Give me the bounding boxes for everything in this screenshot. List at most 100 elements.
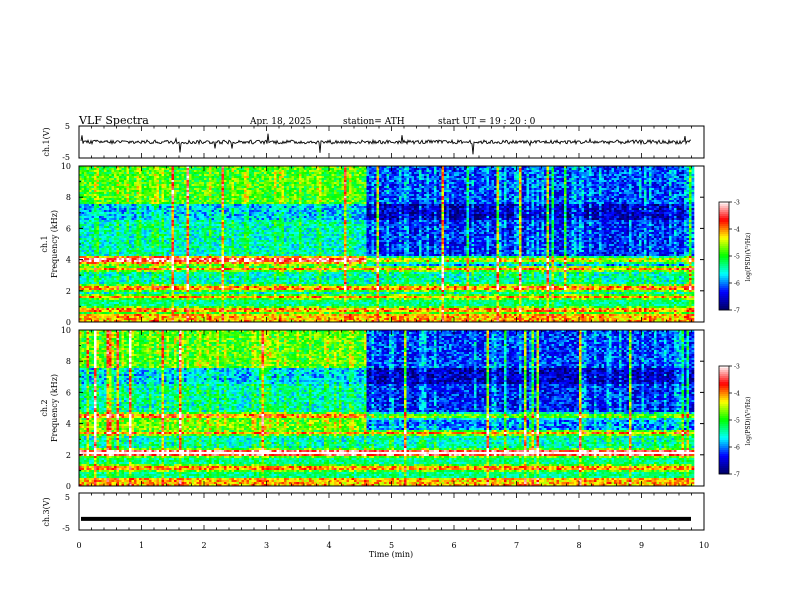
colorbar-swatch bbox=[719, 470, 729, 472]
ch1-spectrogram-channel-label: ch.1 bbox=[40, 235, 49, 252]
colorbar-swatch bbox=[719, 236, 729, 238]
colorbar-tick-label: -4 bbox=[734, 227, 740, 234]
colorbar-tick-label: -3 bbox=[734, 364, 740, 371]
colorbar-swatch bbox=[719, 406, 729, 408]
time-axis-tick-label: 3 bbox=[264, 541, 269, 550]
colorbar-swatch bbox=[719, 206, 729, 208]
colorbar-swatch bbox=[719, 270, 729, 272]
ch3-waveform-frame bbox=[79, 493, 704, 530]
colorbar-tick-label: -6 bbox=[734, 445, 740, 452]
colorbar-swatch bbox=[719, 410, 729, 412]
colorbar-swatch bbox=[719, 286, 729, 288]
colorbar-swatch bbox=[719, 252, 729, 254]
colorbar-swatch bbox=[719, 414, 729, 416]
colorbar-swatch bbox=[719, 304, 729, 306]
colorbar-swatch bbox=[719, 210, 729, 212]
colorbar-swatch bbox=[719, 276, 729, 278]
colorbar-swatch bbox=[719, 228, 729, 230]
colorbar-swatch bbox=[719, 218, 729, 220]
colorbar-swatch bbox=[719, 444, 729, 446]
ch2-spectrogram-channel-label: ch.2 bbox=[40, 399, 49, 416]
colorbar-swatch bbox=[719, 448, 729, 450]
spectrogram-ytick-label: 4 bbox=[66, 256, 71, 265]
colorbar-swatch bbox=[719, 248, 729, 250]
colorbar-swatch bbox=[719, 208, 729, 210]
colorbar-swatch bbox=[719, 246, 729, 248]
colorbar-swatch bbox=[719, 300, 729, 302]
colorbar-swatch bbox=[719, 446, 729, 448]
spectrogram-ytick-label: 8 bbox=[66, 193, 71, 202]
ch1-ytick-bottom: -5 bbox=[62, 153, 70, 162]
time-axis-tick-label: 10 bbox=[699, 541, 709, 550]
ch1-spectrogram-image bbox=[79, 166, 694, 322]
colorbar-swatch bbox=[719, 282, 729, 284]
colorbar-swatch bbox=[719, 294, 729, 296]
figure-title: VLF Spectra bbox=[78, 114, 149, 127]
colorbar-swatch bbox=[719, 394, 729, 396]
colorbar-swatch bbox=[719, 230, 729, 232]
ch1-spectrogram-ylabel: Frequency (kHz) bbox=[50, 210, 59, 278]
colorbar-swatch bbox=[719, 226, 729, 228]
colorbar-swatch bbox=[719, 280, 729, 282]
colorbar-tick-label: -4 bbox=[734, 391, 740, 398]
colorbar-swatch bbox=[719, 434, 729, 436]
colorbar-swatch bbox=[719, 302, 729, 304]
colorbar-swatch bbox=[719, 408, 729, 410]
spectrogram-ytick-label: 6 bbox=[66, 388, 71, 397]
colorbar-swatch bbox=[719, 442, 729, 444]
colorbar-swatch bbox=[719, 466, 729, 468]
colorbar-swatch bbox=[719, 392, 729, 394]
ch3-waveform-ylabel: ch.3(V) bbox=[42, 497, 51, 526]
colorbar-swatch bbox=[719, 380, 729, 382]
colorbar-swatch bbox=[719, 450, 729, 452]
colorbar-tick-label: -5 bbox=[734, 418, 740, 425]
colorbar-swatch bbox=[719, 468, 729, 470]
colorbar-swatch bbox=[719, 296, 729, 298]
colorbar-swatch bbox=[719, 428, 729, 430]
colorbar-swatch bbox=[719, 424, 729, 426]
colorbar-swatch bbox=[719, 372, 729, 374]
time-axis-tick-label: 4 bbox=[326, 541, 331, 550]
colorbar-swatch bbox=[719, 284, 729, 286]
colorbar-tick-label: -3 bbox=[734, 200, 740, 207]
ch2-spectrogram-ylabel: Frequency (kHz) bbox=[50, 374, 59, 442]
colorbar-swatch bbox=[719, 436, 729, 438]
time-axis-tick-label: 9 bbox=[639, 541, 644, 550]
colorbar-swatch bbox=[719, 368, 729, 370]
time-axis-tick-label: 5 bbox=[389, 541, 394, 550]
colorbar-swatch bbox=[719, 384, 729, 386]
ch1-waveform-trace bbox=[79, 126, 691, 158]
colorbar-swatch bbox=[719, 266, 729, 268]
time-axis-tick-label: 0 bbox=[76, 541, 81, 550]
colorbar-swatch bbox=[719, 214, 729, 216]
colorbar-swatch bbox=[719, 258, 729, 260]
colorbar-swatch bbox=[719, 250, 729, 252]
colorbar-swatch bbox=[719, 264, 729, 266]
spectrogram-ytick-label: 10 bbox=[61, 326, 71, 335]
colorbar-swatch bbox=[719, 292, 729, 294]
colorbar-swatch bbox=[719, 418, 729, 420]
colorbar-swatch bbox=[719, 460, 729, 462]
colorbar-swatch bbox=[719, 458, 729, 460]
colorbar-tick-label: -7 bbox=[734, 308, 740, 315]
colorbar-swatch bbox=[719, 224, 729, 226]
spectrogram-ytick-label: 8 bbox=[66, 357, 71, 366]
colorbar-swatch bbox=[719, 438, 729, 440]
waveform-line bbox=[81, 134, 691, 155]
colorbar-swatch bbox=[719, 290, 729, 292]
ch1-colorbar-label: log(PSD)(V²/Hz) bbox=[745, 233, 752, 282]
colorbar-swatch bbox=[719, 278, 729, 280]
colorbar-swatch bbox=[719, 390, 729, 392]
ch2-colorbar-label: log(PSD)(V²/Hz) bbox=[745, 397, 752, 446]
time-axis-tick-label: 7 bbox=[514, 541, 519, 550]
colorbar-swatch bbox=[719, 268, 729, 270]
colorbar-tick-label: -6 bbox=[734, 281, 740, 288]
spectrogram-ytick-label: 2 bbox=[66, 287, 71, 296]
colorbar-swatch bbox=[719, 416, 729, 418]
colorbar-swatch bbox=[719, 204, 729, 206]
colorbar-swatch bbox=[719, 398, 729, 400]
colorbar-swatch bbox=[719, 412, 729, 414]
colorbar-swatch bbox=[719, 464, 729, 466]
